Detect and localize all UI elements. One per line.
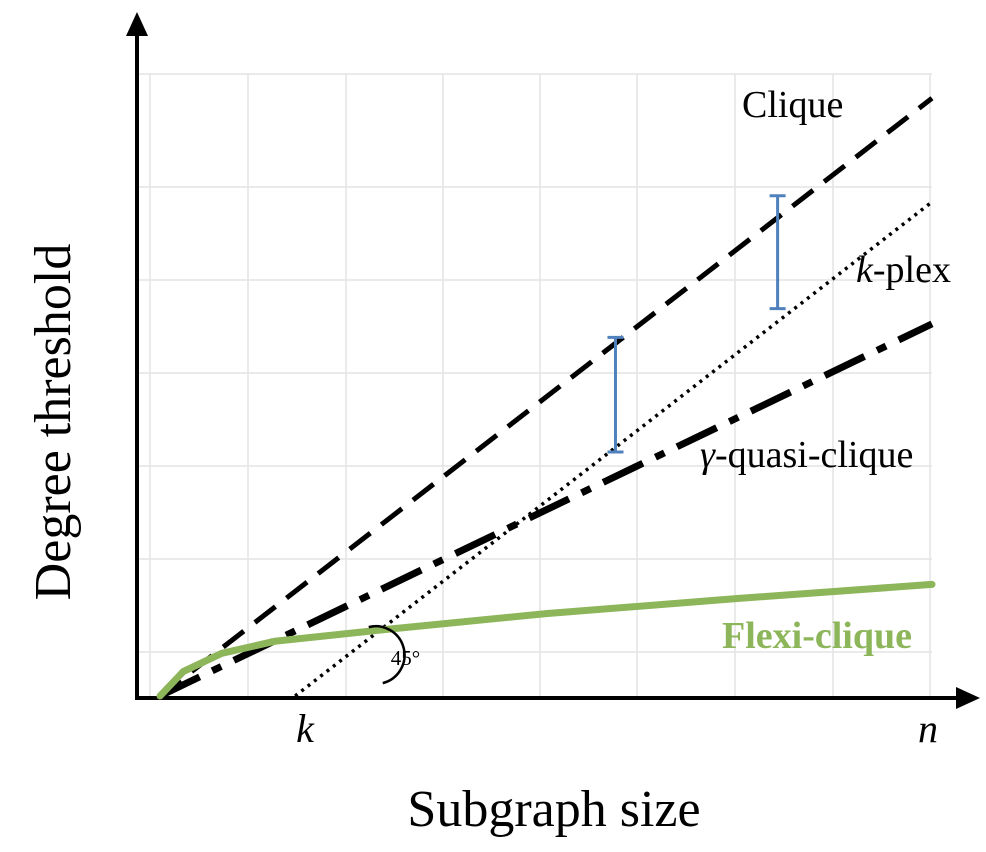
x-tick-label-n: n [918,706,938,751]
series-label-flexi-clique: Flexi-clique [722,615,912,657]
labels: Degree threshold Subgraph size k n Clique k-p… [25,84,951,838]
series-label-quasi-clique: γ-quasi-clique [700,434,913,476]
angle-label: 45° [391,646,420,670]
series-lines [156,96,936,700]
series-line-clique [158,96,934,698]
series-line--quasi-clique [158,320,934,700]
series-label-k-plex: k-plex [856,249,951,291]
grid [137,73,932,696]
x-tick-label-k: k [296,706,315,751]
series-label-clique: Clique [742,84,843,126]
error-bars [607,194,786,454]
y-axis-arrow [126,12,148,36]
angle-annotation: 45° [368,625,420,685]
y-axis-label: Degree threshold [25,244,82,601]
angle-arc [368,625,406,685]
series-line-flexi-clique [156,580,936,700]
axes [126,12,980,709]
x-axis-label: Subgraph size [407,781,700,838]
x-axis-arrow [956,687,980,709]
